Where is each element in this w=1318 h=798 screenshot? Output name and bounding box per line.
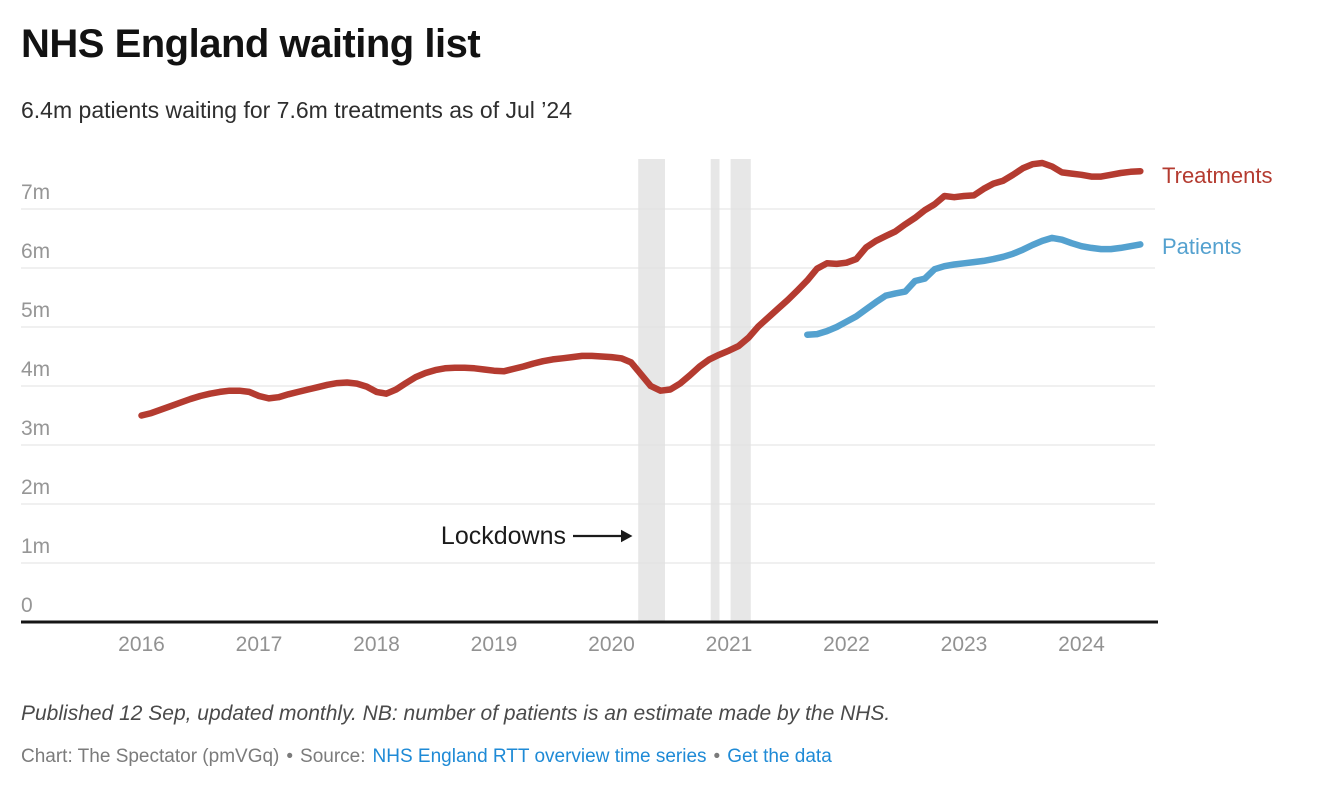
x-axis-label: 2024 — [1058, 633, 1105, 656]
separator-dot: • — [286, 746, 294, 767]
lockdowns-annotation: Lockdowns — [440, 522, 566, 550]
x-axis-label: 2023 — [940, 633, 988, 656]
y-axis-label: 4m — [21, 358, 51, 381]
source-label: Source: — [300, 746, 366, 767]
x-axis-label: 2019 — [470, 633, 518, 656]
chart-credit: Chart: The Spectator (pmVGq) — [21, 746, 280, 767]
lockdowns-arrowhead — [621, 529, 633, 543]
x-axis-label: 2016 — [118, 633, 165, 656]
y-axis-label: 2m — [21, 476, 51, 499]
x-axis-label: 2018 — [353, 633, 400, 656]
y-axis-label: 1m — [21, 535, 51, 558]
treatments-line — [138, 159, 1144, 419]
x-axis-label: 2021 — [705, 633, 753, 656]
footer-note: Published 12 Sep, updated monthly. NB: n… — [21, 702, 891, 725]
source-link[interactable]: NHS England RTT overview time series — [372, 746, 707, 767]
footer-credit-line: Chart: The Spectator (pmVGq) • Source: N… — [21, 746, 832, 768]
lockdown-band — [730, 159, 751, 622]
series-label-treatments: Treatments — [1162, 163, 1273, 188]
y-axis-label: 3m — [21, 417, 51, 440]
chart-subtitle: 6.4m patients waiting for 7.6m treatment… — [21, 97, 572, 123]
y-axis-label: 7m — [21, 181, 51, 204]
x-axis-label: 2017 — [235, 633, 283, 656]
x-axis-label: 2022 — [823, 633, 870, 656]
x-axis-label: 2020 — [588, 633, 635, 656]
page-title: NHS England waiting list — [21, 22, 481, 66]
patients-line — [804, 234, 1144, 338]
y-axis-label: 6m — [21, 240, 51, 263]
separator-dot: • — [713, 746, 721, 767]
series-label-patients: Patients — [1162, 234, 1242, 259]
y-axis-label: 5m — [21, 299, 51, 322]
y-axis-label: 0 — [21, 594, 33, 617]
get-the-data-link[interactable]: Get the data — [727, 746, 832, 767]
lockdown-band — [710, 159, 720, 622]
